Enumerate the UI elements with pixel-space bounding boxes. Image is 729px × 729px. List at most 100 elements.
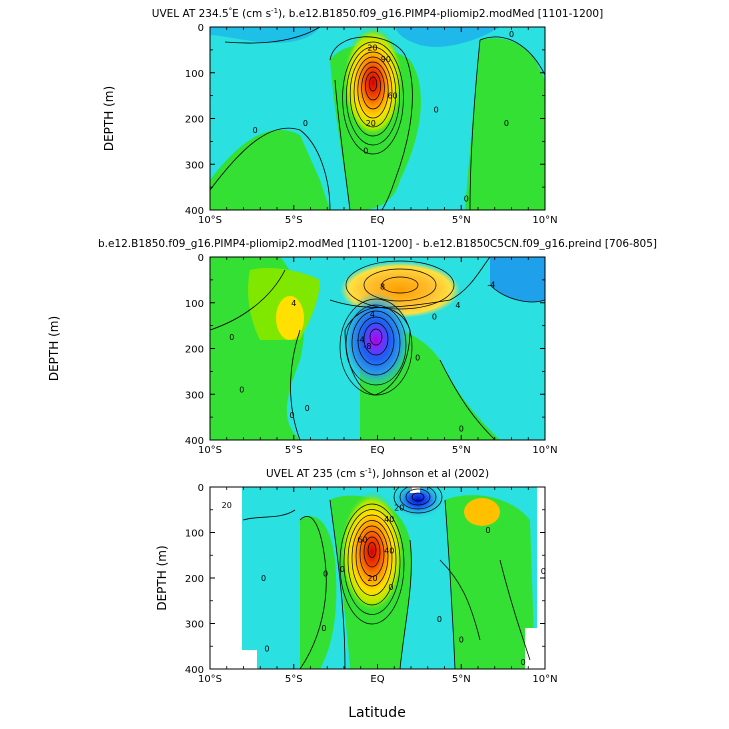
contour-line (469, 39, 481, 210)
contour-line (363, 268, 437, 302)
contour-label: 0 (264, 645, 269, 654)
contour-line (499, 559, 531, 661)
contour-line (346, 46, 400, 146)
contour-label: 60 (387, 92, 397, 101)
field-region (300, 516, 337, 669)
contour-line (439, 359, 496, 440)
contour-line (329, 36, 413, 210)
x-tick-label: 5°N (452, 445, 471, 456)
field-region (465, 38, 545, 210)
contour-label: 0 (459, 425, 464, 434)
panel-title: b.e12.B1850.f09_g16.PIMP4-pliomip2.modMe… (98, 238, 657, 250)
contour-label: 40 (384, 547, 394, 556)
contour-line (353, 56, 393, 128)
contour-line (357, 316, 395, 366)
field-region (210, 27, 320, 43)
y-tick-label: 400 (185, 206, 204, 217)
contour-line (369, 328, 383, 346)
contour-line (367, 542, 377, 558)
contour-line (224, 27, 321, 44)
x-tick-label: EQ (370, 445, 384, 456)
contour-line (342, 41, 404, 155)
contour-label: 0 (323, 569, 328, 578)
field-blob (464, 498, 500, 526)
x-tick-label: 10°N (532, 445, 557, 456)
contour-line (479, 36, 545, 76)
contour-label: 0 (261, 574, 266, 583)
x-tick-label: 10°S (198, 215, 222, 226)
contour-label: 0 (340, 565, 345, 574)
no-data-mask (525, 628, 537, 669)
y-axis-label: DEPTH (m) (155, 545, 169, 610)
contour-line (359, 531, 385, 577)
contour-line (347, 514, 397, 606)
contour-line (290, 329, 301, 440)
contour-label: 0 (415, 354, 420, 363)
contour-line (355, 525, 389, 587)
contour-line (329, 257, 491, 308)
contour-line (345, 260, 455, 310)
contour-line (363, 536, 381, 568)
contour-line (368, 76, 378, 92)
contour-line (343, 509, 401, 615)
contour-label: 90 (381, 55, 391, 64)
x-axis-label: Latitude (348, 705, 406, 721)
contour-label: 0 (229, 333, 234, 342)
contour-line (363, 322, 389, 356)
y-tick-label: 100 (185, 299, 204, 310)
contour-line (365, 71, 381, 101)
contour-label: -8 (363, 342, 371, 351)
contour-label: 0 (363, 147, 368, 156)
contour-label: 4 (455, 301, 460, 310)
y-tick-label: 200 (185, 574, 204, 585)
y-tick-label: 0 (198, 483, 204, 494)
contour-line (334, 79, 351, 210)
contour-label: 4 (291, 299, 296, 308)
contour-line (349, 51, 397, 137)
y-tick-label: 100 (185, 529, 204, 540)
contour-line (345, 304, 407, 386)
contour-line (344, 307, 411, 396)
contour-label: 0 (541, 567, 546, 576)
contour-label: 8 (380, 283, 385, 292)
contour-line (399, 539, 412, 669)
negative-anomaly (341, 292, 411, 388)
contour-line (339, 298, 413, 396)
contour-line (329, 499, 346, 669)
y-axis-label: DEPTH (m) (47, 316, 61, 381)
field-blob (276, 296, 304, 340)
contour-label: 20 (367, 574, 377, 583)
x-tick-label: EQ (370, 674, 384, 685)
contour-label: 0 (521, 658, 526, 667)
contour-line (361, 66, 385, 110)
y-tick-label: 300 (185, 390, 204, 401)
x-tick-label: 5°N (452, 674, 471, 685)
y-tick-label: 0 (198, 253, 204, 264)
jet-core (343, 27, 403, 137)
x-tick-label: 5°S (285, 674, 303, 685)
contour-line (399, 487, 437, 510)
contour-label: 0 (434, 105, 439, 114)
panel-2: 4 8 4 4 -4 0 0 0 0 0 0 -4 0 -8 10°S 5°S EQ 5°N 10°N 0 100 200… (47, 238, 657, 456)
contour-line (444, 499, 456, 669)
contour-label: 0 (239, 386, 244, 395)
field: 0 0 0 0 0 0 0 20 90 60 20 (210, 27, 545, 210)
x-tick-label: 5°S (285, 445, 303, 456)
field-region (395, 27, 500, 47)
contour-label: 0 (459, 635, 464, 644)
x-tick-label: 5°N (452, 215, 471, 226)
contour-label: 40 (384, 515, 394, 524)
contour-label: 20 (367, 44, 377, 53)
contour-label: 20 (366, 119, 376, 128)
panel-title: UVEL AT 234.5°E (cm s-1), b.e12.B1850.f0… (152, 7, 603, 20)
y-axis-label: DEPTH (m) (102, 86, 116, 151)
field-region (445, 495, 535, 669)
contour-label: 0 (305, 404, 310, 413)
contour-line (351, 520, 393, 596)
contour-label: 0 (303, 119, 308, 128)
contour-line (210, 127, 331, 210)
contour-label: 0 (437, 615, 442, 624)
